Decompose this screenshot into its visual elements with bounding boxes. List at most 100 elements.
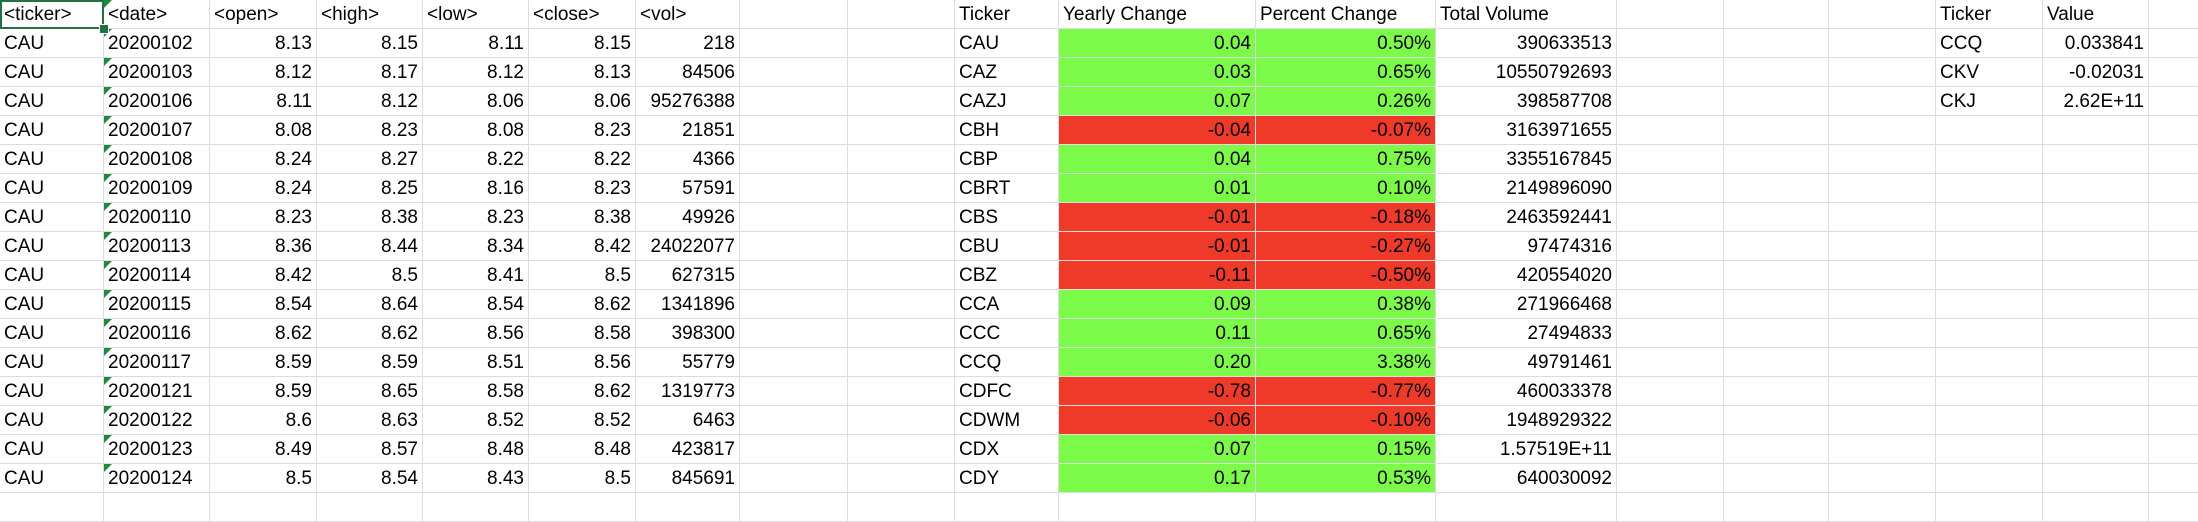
summary-header-1[interactable]: Yearly Change: [1059, 0, 1256, 29]
cell-I14[interactable]: [848, 377, 955, 406]
raw-value-cell[interactable]: 8.49: [210, 435, 317, 464]
cell-N15[interactable]: [1617, 406, 1724, 435]
raw-value-cell[interactable]: 8.38: [317, 203, 423, 232]
cell-H11[interactable]: [740, 290, 848, 319]
cell-S17[interactable]: [2149, 464, 2198, 493]
percent-change-cell[interactable]: 0.53%: [1256, 464, 1436, 493]
greatest-ticker-cell[interactable]: CKV: [1936, 58, 2043, 87]
raw-date-cell[interactable]: 20200123: [104, 435, 210, 464]
cell-O7[interactable]: [1724, 174, 1829, 203]
raw-ticker-cell[interactable]: CAU: [0, 435, 104, 464]
raw-value-cell[interactable]: 8.64: [317, 290, 423, 319]
raw-header-0[interactable]: <ticker>: [0, 0, 104, 29]
cell-R17[interactable]: [2043, 464, 2149, 493]
cell-I9[interactable]: [848, 232, 955, 261]
cell-H1[interactable]: [740, 0, 848, 29]
raw-value-cell[interactable]: 8.48: [423, 435, 529, 464]
cell-O10[interactable]: [1724, 261, 1829, 290]
raw-value-cell[interactable]: 8.63: [317, 406, 423, 435]
cell-N17[interactable]: [1617, 464, 1724, 493]
cell-R18[interactable]: [2043, 493, 2149, 522]
raw-header-5[interactable]: <close>: [529, 0, 636, 29]
cell-I10[interactable]: [848, 261, 955, 290]
yearly-change-cell[interactable]: 0.04: [1059, 145, 1256, 174]
yearly-change-cell[interactable]: -0.01: [1059, 232, 1256, 261]
cell-P8[interactable]: [1829, 203, 1936, 232]
cell-G18[interactable]: [636, 493, 740, 522]
cell-O12[interactable]: [1724, 319, 1829, 348]
cell-P1[interactable]: [1829, 0, 1936, 29]
greatest-header-1[interactable]: Value: [2043, 0, 2149, 29]
raw-value-cell[interactable]: 4366: [636, 145, 740, 174]
raw-value-cell[interactable]: 8.5: [529, 464, 636, 493]
raw-ticker-cell[interactable]: CAU: [0, 464, 104, 493]
cell-H16[interactable]: [740, 435, 848, 464]
percent-change-cell[interactable]: 0.50%: [1256, 29, 1436, 58]
total-volume-cell[interactable]: 10550792693: [1436, 58, 1617, 87]
raw-ticker-cell[interactable]: CAU: [0, 58, 104, 87]
cell-O3[interactable]: [1724, 58, 1829, 87]
cell-I11[interactable]: [848, 290, 955, 319]
yearly-change-cell[interactable]: 0.11: [1059, 319, 1256, 348]
total-volume-cell[interactable]: 3163971655: [1436, 116, 1617, 145]
cell-H7[interactable]: [740, 174, 848, 203]
cell-C18[interactable]: [210, 493, 317, 522]
cell-Q16[interactable]: [1936, 435, 2043, 464]
raw-value-cell[interactable]: 95276388: [636, 87, 740, 116]
raw-date-cell[interactable]: 20200117: [104, 348, 210, 377]
raw-value-cell[interactable]: 55779: [636, 348, 740, 377]
cell-N18[interactable]: [1617, 493, 1724, 522]
cell-P13[interactable]: [1829, 348, 1936, 377]
raw-value-cell[interactable]: 8.51: [423, 348, 529, 377]
raw-value-cell[interactable]: 8.34: [423, 232, 529, 261]
cell-P16[interactable]: [1829, 435, 1936, 464]
raw-value-cell[interactable]: 8.59: [317, 348, 423, 377]
raw-ticker-cell[interactable]: CAU: [0, 319, 104, 348]
cell-O16[interactable]: [1724, 435, 1829, 464]
percent-change-cell[interactable]: -0.10%: [1256, 406, 1436, 435]
cell-P5[interactable]: [1829, 116, 1936, 145]
raw-value-cell[interactable]: 8.65: [317, 377, 423, 406]
cell-N9[interactable]: [1617, 232, 1724, 261]
yearly-change-cell[interactable]: 0.17: [1059, 464, 1256, 493]
cell-S4[interactable]: [2149, 87, 2198, 116]
percent-change-cell[interactable]: 0.10%: [1256, 174, 1436, 203]
cell-P10[interactable]: [1829, 261, 1936, 290]
summary-ticker-cell[interactable]: CBRT: [955, 174, 1059, 203]
cell-O6[interactable]: [1724, 145, 1829, 174]
yearly-change-cell[interactable]: -0.04: [1059, 116, 1256, 145]
cell-P15[interactable]: [1829, 406, 1936, 435]
raw-ticker-cell[interactable]: CAU: [0, 29, 104, 58]
cell-N6[interactable]: [1617, 145, 1724, 174]
cell-M18[interactable]: [1436, 493, 1617, 522]
yearly-change-cell[interactable]: 0.04: [1059, 29, 1256, 58]
raw-value-cell[interactable]: 8.11: [423, 29, 529, 58]
cell-P4[interactable]: [1829, 87, 1936, 116]
cell-P11[interactable]: [1829, 290, 1936, 319]
raw-value-cell[interactable]: 8.22: [423, 145, 529, 174]
cell-N10[interactable]: [1617, 261, 1724, 290]
percent-change-cell[interactable]: -0.07%: [1256, 116, 1436, 145]
raw-value-cell[interactable]: 8.42: [210, 261, 317, 290]
raw-date-cell[interactable]: 20200116: [104, 319, 210, 348]
cell-O2[interactable]: [1724, 29, 1829, 58]
raw-ticker-cell[interactable]: CAU: [0, 203, 104, 232]
cell-R11[interactable]: [2043, 290, 2149, 319]
raw-value-cell[interactable]: 8.13: [210, 29, 317, 58]
raw-value-cell[interactable]: 24022077: [636, 232, 740, 261]
cell-I13[interactable]: [848, 348, 955, 377]
cell-R13[interactable]: [2043, 348, 2149, 377]
raw-ticker-cell[interactable]: CAU: [0, 87, 104, 116]
raw-header-6[interactable]: <vol>: [636, 0, 740, 29]
total-volume-cell[interactable]: 3355167845: [1436, 145, 1617, 174]
summary-ticker-cell[interactable]: CBU: [955, 232, 1059, 261]
raw-value-cell[interactable]: 8.23: [317, 116, 423, 145]
cell-N11[interactable]: [1617, 290, 1724, 319]
cell-R5[interactable]: [2043, 116, 2149, 145]
summary-header-3[interactable]: Total Volume: [1436, 0, 1617, 29]
cell-S7[interactable]: [2149, 174, 2198, 203]
raw-value-cell[interactable]: 423817: [636, 435, 740, 464]
total-volume-cell[interactable]: 390633513: [1436, 29, 1617, 58]
raw-value-cell[interactable]: 8.58: [423, 377, 529, 406]
raw-value-cell[interactable]: 8.54: [423, 290, 529, 319]
